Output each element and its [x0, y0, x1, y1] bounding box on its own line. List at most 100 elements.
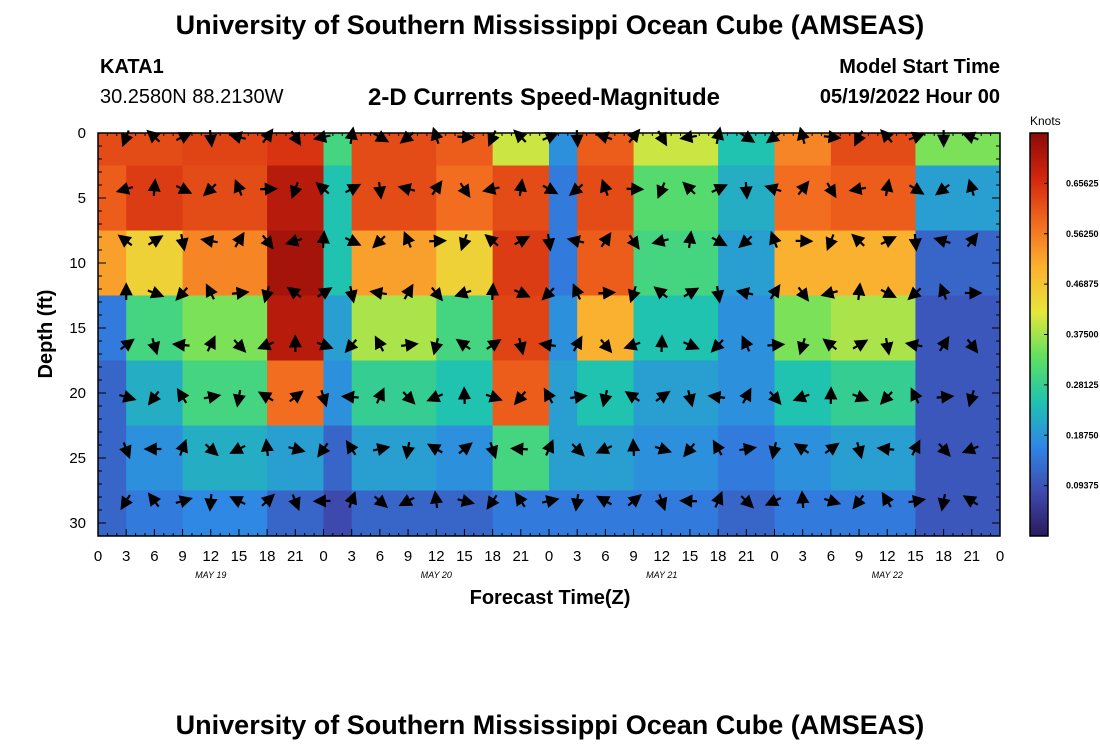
heatmap-cell: [774, 295, 832, 361]
heatmap-cell: [351, 295, 437, 361]
heatmap-cell: [323, 133, 353, 166]
current-arrow: [228, 131, 246, 144]
current-arrow: [232, 338, 247, 353]
current-arrow: [402, 231, 416, 248]
current-arrow: [962, 495, 979, 508]
current-arrow: [373, 494, 389, 509]
current-arrow: [570, 390, 588, 404]
current-arrow: [851, 233, 866, 248]
heatmap-cell: [549, 360, 578, 426]
date-label: MAY 19: [195, 570, 226, 580]
current-arrow: [284, 233, 303, 247]
x-tick-label: 15: [456, 548, 473, 565]
heatmap-cell: [830, 230, 916, 296]
model-start-value: 05/19/2022 Hour 00: [819, 86, 1000, 108]
current-arrow: [119, 389, 137, 403]
current-arrow: [510, 442, 528, 456]
heatmap-cell: [549, 295, 578, 361]
current-arrow: [570, 493, 585, 512]
heatmap-cell: [915, 133, 1001, 166]
current-arrow: [486, 338, 502, 352]
y-tick-label: 5: [78, 190, 86, 207]
y-tick-label: 20: [69, 385, 86, 402]
current-arrow: [457, 130, 476, 144]
current-arrow: [651, 234, 669, 247]
current-arrow: [484, 234, 499, 248]
heatmap-cell: [351, 230, 437, 296]
x-tick-label: 12: [653, 548, 670, 565]
x-tick-label: 0: [319, 548, 327, 565]
current-arrow: [908, 233, 922, 252]
current-arrow: [542, 131, 559, 145]
current-arrow: [542, 233, 556, 252]
current-arrow: [229, 442, 246, 454]
heatmap-cell: [915, 230, 1001, 296]
current-arrow: [881, 491, 895, 508]
current-arrow: [739, 387, 752, 404]
current-arrow: [257, 337, 275, 351]
current-arrow: [767, 390, 782, 406]
y-tick-label: 15: [69, 320, 86, 337]
y-tick-label: 10: [69, 255, 86, 272]
current-arrow: [739, 130, 756, 143]
colorbar-tick-label: 0.18750: [1066, 430, 1099, 440]
x-tick-label: 6: [150, 548, 158, 565]
current-arrow: [654, 441, 673, 455]
colorbar-tick-label: 0.28125: [1066, 380, 1099, 390]
heatmap-cell: [549, 165, 578, 231]
x-tick-label: 6: [376, 548, 384, 565]
heatmap-cell: [577, 165, 635, 231]
current-arrow: [570, 442, 585, 457]
station-coordinates: 30.2580N 88.2130W: [100, 86, 284, 108]
heatmap-cell: [830, 295, 916, 361]
current-arrow: [200, 234, 218, 248]
current-arrow: [400, 338, 419, 352]
current-arrow: [825, 234, 838, 252]
current-arrow: [374, 335, 387, 352]
colorbar-tick-label: 0.56250: [1066, 229, 1099, 239]
current-arrow: [204, 493, 218, 512]
current-arrow: [261, 285, 275, 304]
current-arrow: [372, 443, 391, 456]
current-arrow: [457, 182, 471, 198]
current-arrow: [147, 390, 162, 406]
current-arrow: [965, 232, 979, 248]
current-arrow: [965, 338, 979, 354]
heatmap-cell: [182, 295, 268, 361]
current-arrow: [229, 496, 246, 508]
y-axis-label: Depth (ft): [35, 290, 57, 379]
current-arrow: [344, 234, 362, 246]
current-arrow: [288, 494, 301, 512]
heatmap-cell: [915, 295, 1001, 361]
current-arrow: [317, 442, 331, 458]
current-arrow: [904, 338, 923, 352]
current-arrow: [344, 490, 358, 508]
x-tick-label: 6: [601, 548, 609, 565]
heatmap-cell: [492, 165, 550, 231]
current-arrow: [595, 131, 613, 145]
current-arrow: [541, 286, 556, 301]
date-label: MAY 20: [421, 570, 452, 580]
current-arrow: [823, 130, 842, 144]
current-arrow: [768, 441, 782, 460]
current-arrow: [312, 130, 331, 143]
heatmap-cell: [323, 360, 353, 426]
heatmap-cell: [718, 360, 775, 426]
current-arrow: [767, 338, 786, 352]
heatmap-cell: [633, 165, 719, 231]
current-arrow: [372, 234, 387, 249]
current-arrow: [147, 285, 165, 299]
x-tick-label: 9: [178, 548, 186, 565]
current-arrow: [735, 287, 754, 300]
current-arrow: [598, 338, 613, 354]
current-arrow: [340, 390, 359, 404]
x-tick-label: 15: [231, 548, 248, 565]
current-arrow: [908, 494, 927, 508]
current-arrow: [176, 387, 190, 404]
current-arrow: [572, 283, 585, 300]
heatmap-cell: [436, 295, 494, 361]
current-arrow: [627, 494, 642, 508]
heatmap-cell: [577, 425, 635, 491]
current-arrow: [205, 283, 218, 300]
current-arrow: [344, 338, 359, 354]
